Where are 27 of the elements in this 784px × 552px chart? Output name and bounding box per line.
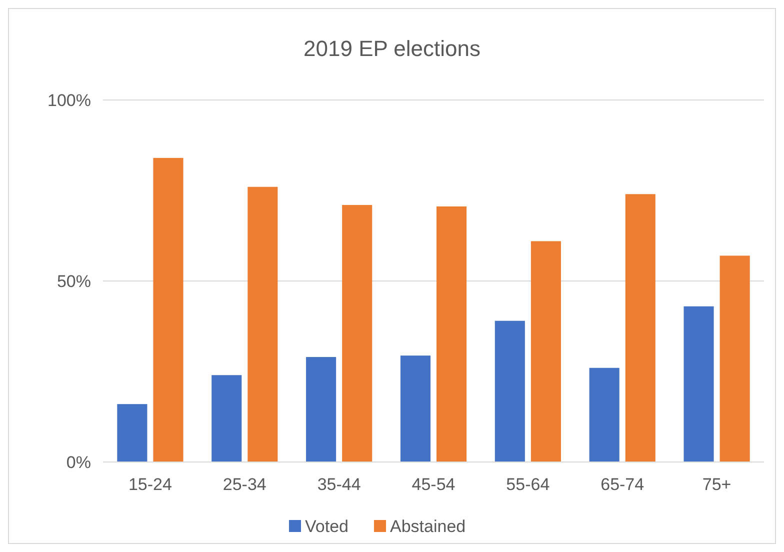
y-tick-label: 100% xyxy=(48,90,91,110)
y-tick-label: 0% xyxy=(66,452,91,472)
bar xyxy=(720,256,750,462)
bar xyxy=(153,158,184,462)
x-tick-label: 75+ xyxy=(702,475,732,494)
y-tick-label: 50% xyxy=(56,272,91,291)
bar xyxy=(248,186,278,462)
bar xyxy=(494,320,525,462)
bar xyxy=(530,241,561,462)
legend-label: Abstained xyxy=(390,516,466,536)
bar xyxy=(117,404,148,462)
x-tick-label: 25-34 xyxy=(222,475,266,494)
bar xyxy=(625,194,656,462)
bar xyxy=(342,204,372,462)
bar xyxy=(400,356,430,462)
bar xyxy=(212,375,242,462)
x-tick-label: 55-64 xyxy=(506,475,550,494)
x-tick-label: 15-24 xyxy=(128,475,172,494)
bar xyxy=(306,357,336,462)
x-tick-label: 65-74 xyxy=(600,475,644,494)
x-tick-label: 35-44 xyxy=(317,475,361,494)
bar xyxy=(589,368,620,462)
x-tick-label: 45-54 xyxy=(412,475,456,494)
legend-label: Voted xyxy=(305,516,348,536)
chart-title: 2019 EP elections xyxy=(304,36,480,61)
bar xyxy=(436,206,467,462)
bar xyxy=(684,306,714,462)
